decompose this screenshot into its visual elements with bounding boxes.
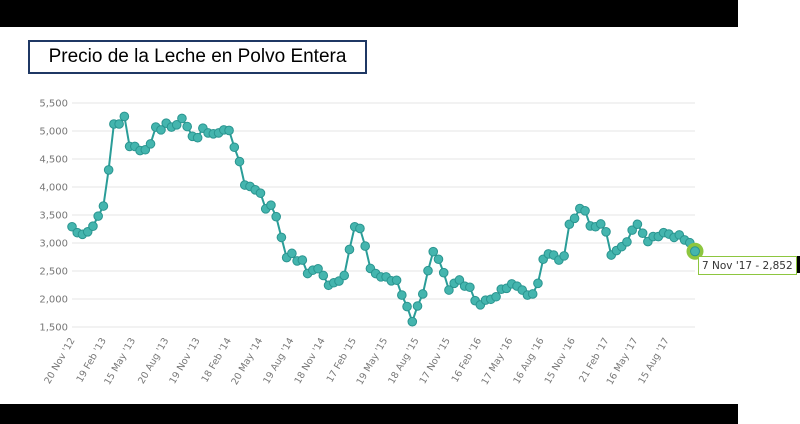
y-tick-label: 3,000 — [39, 239, 68, 250]
data-point — [580, 206, 590, 216]
data-point — [491, 291, 501, 302]
data-point — [627, 225, 637, 235]
data-point — [255, 188, 266, 198]
series — [67, 111, 704, 327]
data-point — [229, 142, 240, 153]
data-point — [412, 301, 423, 311]
data-point — [98, 201, 109, 211]
x-tick-label: 17 May '16 — [480, 336, 516, 387]
x-tick-label: 20 May '14 — [229, 336, 265, 387]
y-tick-label: 5,500 — [39, 99, 68, 110]
data-point — [156, 125, 166, 135]
data-point — [417, 289, 428, 299]
bottom-black-bar — [0, 404, 738, 424]
y-tick-label: 4,000 — [39, 183, 68, 194]
data-point — [182, 121, 192, 132]
data-point — [423, 265, 433, 276]
y-axis: 1,500 2,000 2,500 3,000 3,500 4,000 4,500 5,000… — [39, 99, 68, 334]
data-point — [402, 301, 412, 312]
data-point — [224, 125, 234, 136]
data-point — [564, 219, 575, 230]
data-point — [103, 165, 114, 175]
x-tick-label: 15 May '13 — [102, 336, 138, 387]
data-point — [297, 255, 308, 265]
tooltip: 7 Nov '17 - 2,852 — [698, 256, 797, 275]
x-tick-label: 19 May '15 — [355, 336, 391, 387]
x-tick-label: 18 Feb '14 — [200, 336, 234, 385]
data-point — [114, 119, 124, 129]
y-tick-label: 1,500 — [39, 323, 68, 334]
data-point — [266, 200, 276, 210]
data-point — [355, 223, 365, 234]
data-point — [313, 263, 323, 274]
x-tick-label: 16 Aug '16 — [511, 336, 546, 386]
data-point — [595, 219, 606, 229]
data-point — [360, 241, 370, 251]
data-point — [271, 211, 281, 222]
x-tick-label: 18 Nov '14 — [293, 336, 328, 386]
data-point — [119, 111, 130, 122]
x-tick-label: 15 Nov '16 — [543, 336, 578, 386]
data-point — [433, 254, 444, 265]
x-tick-label: 18 Aug '15 — [386, 336, 421, 386]
data-point — [318, 270, 329, 281]
data-point — [527, 289, 538, 299]
data-point — [428, 246, 439, 257]
data-point — [622, 237, 632, 247]
data-point — [140, 144, 151, 155]
x-tick-label: 17 Feb '15 — [325, 336, 359, 385]
data-point — [234, 156, 245, 167]
y-tick-label: 5,000 — [39, 127, 68, 138]
x-tick-label: 19 Aug '14 — [261, 336, 296, 386]
x-tick-label: 20 Aug '13 — [136, 336, 171, 386]
data-point — [601, 227, 611, 237]
x-tick-label: 19 Nov '13 — [167, 336, 202, 386]
data-point — [444, 285, 454, 295]
data-point — [93, 211, 103, 221]
data-point — [339, 270, 350, 281]
top-black-bar — [0, 0, 738, 27]
data-point — [637, 228, 648, 238]
series-line — [71, 113, 696, 325]
highlight-point — [690, 246, 700, 257]
x-tick-label: 20 Nov '12 — [42, 336, 77, 386]
data-point — [391, 275, 402, 286]
data-point — [569, 213, 580, 224]
data-point — [465, 282, 475, 293]
data-point — [344, 244, 355, 255]
x-tick-label: 17 Nov '15 — [418, 336, 453, 386]
data-point — [397, 290, 407, 300]
data-point — [559, 251, 569, 261]
y-tick-label: 2,500 — [39, 267, 68, 278]
data-point — [407, 316, 418, 327]
grid-lines — [72, 102, 695, 328]
data-point — [171, 120, 182, 130]
data-point — [632, 219, 643, 230]
data-point — [454, 275, 465, 285]
chart-title: Precio de la Leche en Polvo Entera — [28, 40, 367, 74]
data-point — [276, 232, 287, 243]
data-point — [67, 221, 77, 232]
data-point — [287, 248, 297, 259]
y-tick-label: 4,500 — [39, 155, 68, 166]
y-tick-label: 3,500 — [39, 211, 68, 222]
data-point — [145, 139, 156, 149]
data-point — [533, 278, 543, 289]
data-point — [438, 267, 449, 278]
x-tick-label: 15 Aug '17 — [637, 336, 672, 386]
data-point — [192, 132, 203, 143]
x-tick-label: 16 Feb '16 — [450, 336, 484, 385]
y-tick-label: 2,000 — [39, 295, 68, 306]
data-point — [177, 113, 187, 124]
data-point — [88, 221, 98, 231]
